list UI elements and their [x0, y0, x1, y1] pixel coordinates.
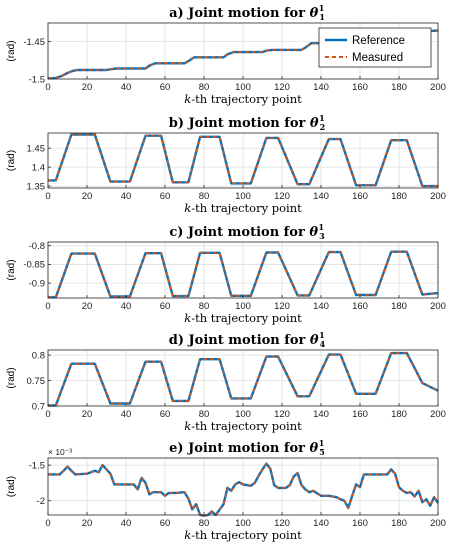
x-tick-label-b-9: 180 — [391, 191, 407, 202]
x-tick-label-c-7: 140 — [313, 301, 329, 312]
x-tick-label-d-8: 160 — [352, 409, 368, 420]
x-tick-label-a-2: 40 — [121, 82, 132, 93]
panel-b: 0 20 40 60 80 100 120 140 160 180 200 1.45 1.4 1.35 (r… — [6, 113, 446, 215]
y-tick-label-e-0: -1.5 — [29, 460, 45, 471]
x-tick-label-e-5: 100 — [235, 518, 251, 529]
y-axis-label-d: (rad) — [6, 367, 17, 388]
chart-title-a: a) Joint motion for θ1 1 — [169, 3, 325, 22]
x-axis-label-d: k-th trajectory point — [184, 419, 302, 433]
x-tick-label-a-1: 20 — [82, 82, 93, 93]
y-tick-label-c-0: -0.8 — [29, 241, 45, 252]
panel-a: 0 20 40 60 80 100 120 140 160 180 200 -1.45 -1.5 (rad… — [6, 3, 446, 106]
x-tick-label-b-2: 40 — [121, 191, 132, 202]
x-tick-label-b-8: 160 — [352, 191, 368, 202]
y-tick-label-b-1: 1.4 — [32, 162, 45, 173]
x-tick-label-e-0: 0 — [45, 518, 50, 529]
x-tick-label-a-7: 140 — [313, 82, 329, 93]
x-tick-label-d-5: 100 — [235, 409, 251, 420]
legend: Reference Measured — [318, 27, 432, 68]
x-tick-label-e-1: 20 — [82, 518, 93, 529]
x-tick-label-b-4: 80 — [199, 191, 210, 202]
y-axis-label-a: (rad) — [6, 40, 17, 61]
x-tick-label-a-3: 60 — [160, 82, 171, 93]
y-axis-label-e: (rad) — [6, 476, 17, 497]
x-tick-label-e-6: 120 — [274, 518, 290, 529]
x-tick-label-b-5: 100 — [235, 191, 251, 202]
x-tick-label-c-2: 40 — [121, 301, 132, 312]
chart-title-c: c) Joint motion for θ1 3 — [169, 222, 325, 241]
x-tick-label-d-10: 200 — [430, 409, 446, 420]
y-multiplier-e: × 10⁻³ — [48, 447, 72, 457]
measured-line-c — [48, 250, 439, 299]
x-tick-label-e-8: 160 — [352, 518, 368, 529]
x-tick-label-b-3: 60 — [160, 191, 171, 202]
x-tick-label-a-5: 100 — [235, 82, 251, 93]
panel-d: 0 20 40 60 80 100 120 140 160 180 200 0.8 0.75 0.7 (ra… — [6, 330, 446, 433]
x-tick-label-c-10: 200 — [430, 301, 446, 312]
x-tick-label-c-5: 100 — [235, 301, 251, 312]
x-tick-label-a-9: 180 — [391, 82, 407, 93]
y-tick-label-b-2: 1.35 — [27, 181, 46, 192]
measured-line-d — [48, 352, 439, 407]
x-tick-label-a-10: 200 — [430, 82, 446, 93]
x-tick-label-d-3: 60 — [160, 409, 171, 420]
x-tick-label-d-9: 180 — [391, 409, 407, 420]
x-tick-label-c-8: 160 — [352, 301, 368, 312]
chart-title-d: d) Joint motion for θ1 4 — [169, 330, 326, 349]
x-tick-label-c-4: 80 — [199, 301, 210, 312]
y-axis-label-c: (rad) — [6, 259, 17, 280]
x-tick-label-b-10: 200 — [430, 191, 446, 202]
x-tick-label-d-6: 120 — [274, 409, 290, 420]
x-tick-label-d-0: 0 — [45, 409, 50, 420]
y-tick-label-d-1: 0.75 — [27, 376, 46, 387]
legend-label-reference: Reference — [352, 35, 405, 47]
measured-line-b — [48, 133, 438, 187]
x-axis-label-c: k-th trajectory point — [184, 311, 302, 325]
y-tick-label-a-1: -1.5 — [29, 74, 45, 85]
legend-label-measured: Measured — [352, 52, 403, 64]
x-tick-label-d-2: 40 — [121, 409, 132, 420]
x-tick-label-e-2: 40 — [121, 518, 132, 529]
x-axis-label-e: k-th trajectory point — [184, 528, 302, 542]
y-tick-label-d-0: 0.8 — [32, 350, 45, 361]
x-tick-label-e-9: 180 — [391, 518, 407, 529]
legend-box — [318, 27, 432, 68]
chart-title-e: e) Joint motion for θ1 5 — [169, 438, 325, 457]
x-tick-label-b-7: 140 — [313, 191, 329, 202]
x-tick-label-a-0: 0 — [45, 82, 50, 93]
x-tick-label-b-0: 0 — [45, 191, 50, 202]
x-axis-label-a: k-th trajectory point — [184, 92, 302, 106]
y-tick-label-a-0: -1.45 — [23, 37, 45, 48]
measured-line-e — [48, 462, 439, 517]
x-tick-label-d-4: 80 — [199, 409, 210, 420]
x-tick-label-e-4: 80 — [199, 518, 210, 529]
y-tick-label-e-1: -2 — [37, 496, 45, 507]
x-tick-label-c-3: 60 — [160, 301, 171, 312]
x-tick-label-c-1: 20 — [82, 301, 93, 312]
panel-e: 0 20 40 60 80 100 120 140 160 180 200 -1.5 -2 × 10⁻³ (… — [6, 438, 446, 542]
x-tick-label-c-0: 0 — [45, 301, 50, 312]
y-tick-label-c-1: -0.85 — [23, 260, 45, 271]
chart-title-b: b) Joint motion for θ1 2 — [169, 113, 326, 132]
x-tick-label-e-10: 200 — [430, 518, 446, 529]
measured-line-a — [48, 29, 439, 80]
x-tick-label-a-8: 160 — [352, 82, 368, 93]
x-tick-label-c-9: 180 — [391, 301, 407, 312]
y-axis-label-b: (rad) — [6, 150, 17, 171]
x-tick-label-b-6: 120 — [274, 191, 290, 202]
panel-c: 0 20 40 60 80 100 120 140 160 180 200 -0.8 -0.85 -0.9… — [6, 222, 446, 325]
x-axis-label-b: k-th trajectory point — [184, 201, 302, 215]
x-tick-label-d-1: 20 — [82, 409, 93, 420]
x-tick-label-e-7: 140 — [313, 518, 329, 529]
y-tick-label-c-2: -0.9 — [29, 278, 45, 289]
x-tick-label-e-3: 60 — [160, 518, 171, 529]
x-tick-label-c-6: 120 — [274, 301, 290, 312]
x-tick-label-d-7: 140 — [313, 409, 329, 420]
y-tick-label-d-2: 0.7 — [32, 401, 45, 412]
x-tick-label-a-4: 80 — [199, 82, 210, 93]
x-tick-label-b-1: 20 — [82, 191, 93, 202]
y-tick-label-b-0: 1.45 — [27, 143, 46, 154]
x-tick-label-a-6: 120 — [274, 82, 290, 93]
